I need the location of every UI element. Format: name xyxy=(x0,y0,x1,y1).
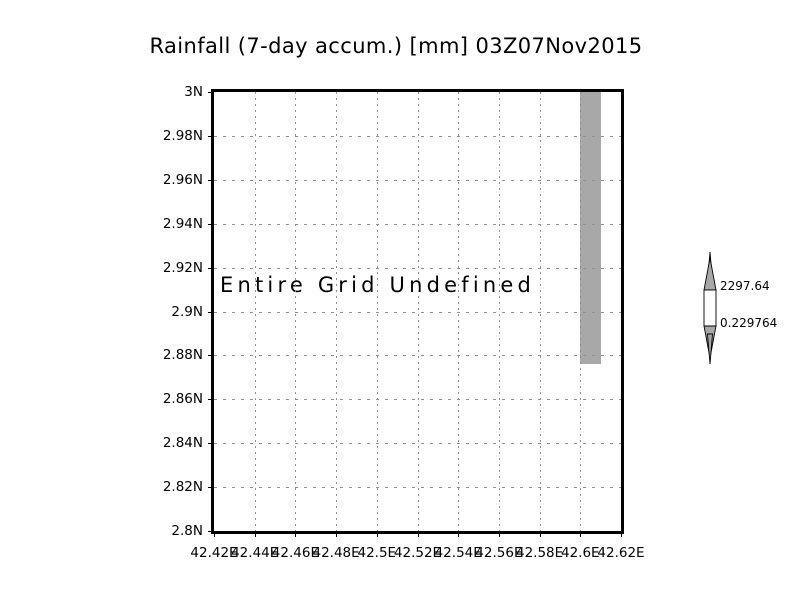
colorbar-box xyxy=(703,289,717,327)
x-tick-label: 42.54E xyxy=(434,545,482,561)
x-tick-label: 42.58E xyxy=(516,545,564,561)
y-tick-label: 2.92N xyxy=(162,259,203,276)
x-tick-mark xyxy=(580,531,582,537)
y-tick-mark xyxy=(208,487,214,489)
x-tick-mark xyxy=(621,531,622,537)
y-tick-mark xyxy=(208,179,214,181)
x-tick-mark xyxy=(458,531,460,537)
y-tick-label: 2.94N xyxy=(162,215,203,232)
gridline-horizontal xyxy=(214,311,621,313)
x-tick-mark xyxy=(498,531,500,537)
y-tick-label: 2.8N xyxy=(171,523,203,539)
x-tick-label: 42.46E xyxy=(271,545,319,561)
gridline-horizontal xyxy=(214,443,621,445)
entire-grid-undefined-message: Entire Grid Undefined xyxy=(220,273,536,297)
gridline-horizontal xyxy=(214,135,621,137)
y-axis-tick-labels: 3N 2.98N 2.96N 2.94N 2.92N 2.9N 2.88N 2.86N 2.84… xyxy=(0,0,214,612)
x-tick-label: 42.44E xyxy=(231,545,279,561)
y-tick-label: 2.84N xyxy=(162,435,203,452)
y-tick-label: 2.88N xyxy=(162,347,203,364)
x-tick-label: 42.56E xyxy=(475,545,523,561)
gridline-horizontal xyxy=(214,223,621,225)
x-tick-mark xyxy=(539,531,541,537)
colorbar-graphic xyxy=(703,252,717,364)
y-tick-mark xyxy=(208,92,214,93)
y-tick-label: 2.96N xyxy=(162,171,203,188)
plot-inner: Entire Grid Undefined xyxy=(214,92,621,531)
y-tick-label: 3N xyxy=(184,84,203,100)
colorbar-extend-top-triangle xyxy=(703,257,717,291)
x-tick-mark xyxy=(376,531,378,537)
y-tick-mark xyxy=(208,531,214,532)
y-tick-label: 2.86N xyxy=(162,391,203,408)
x-tick-label: 42.62E xyxy=(597,545,645,561)
gridline-horizontal xyxy=(214,487,621,489)
gridline-horizontal xyxy=(214,355,621,357)
y-tick-label: 2.82N xyxy=(162,479,203,496)
data-band-rect xyxy=(580,92,601,365)
y-tick-mark xyxy=(208,267,214,269)
y-tick-mark xyxy=(208,311,214,313)
colorbar-extend-bottom-spike xyxy=(707,333,713,364)
x-tick-label: 42.6E xyxy=(561,545,600,561)
gridline-horizontal xyxy=(214,179,621,181)
x-tick-mark xyxy=(254,531,256,537)
y-tick-mark xyxy=(208,443,214,445)
y-tick-label: 2.98N xyxy=(162,127,203,144)
x-tick-mark xyxy=(214,531,215,537)
x-tick-label: 42.42E xyxy=(190,545,238,561)
gridline-horizontal xyxy=(214,399,621,401)
colorbar xyxy=(697,252,723,364)
x-tick-label: 42.5E xyxy=(357,545,397,561)
x-tick-mark xyxy=(336,531,338,537)
gridline-horizontal xyxy=(214,267,621,269)
page-title: Rainfall (7-day accum.) [mm] 03Z07Nov201… xyxy=(149,34,643,58)
y-tick-label: 2.9N xyxy=(171,303,203,320)
y-tick-mark xyxy=(208,355,214,357)
colorbar-min-label: 0.229764 xyxy=(720,316,778,330)
plot-area: Entire Grid Undefined xyxy=(211,89,624,534)
y-tick-mark xyxy=(208,223,214,225)
x-tick-mark xyxy=(295,531,297,537)
x-tick-label: 42.48E xyxy=(312,545,360,561)
y-tick-mark xyxy=(208,399,214,401)
colorbar-labels: 2297.64 0.229764 xyxy=(720,252,792,364)
colorbar-max-label: 2297.64 xyxy=(720,279,770,293)
x-tick-mark xyxy=(417,531,419,537)
y-tick-mark xyxy=(208,135,214,137)
x-tick-label: 42.52E xyxy=(393,545,442,561)
